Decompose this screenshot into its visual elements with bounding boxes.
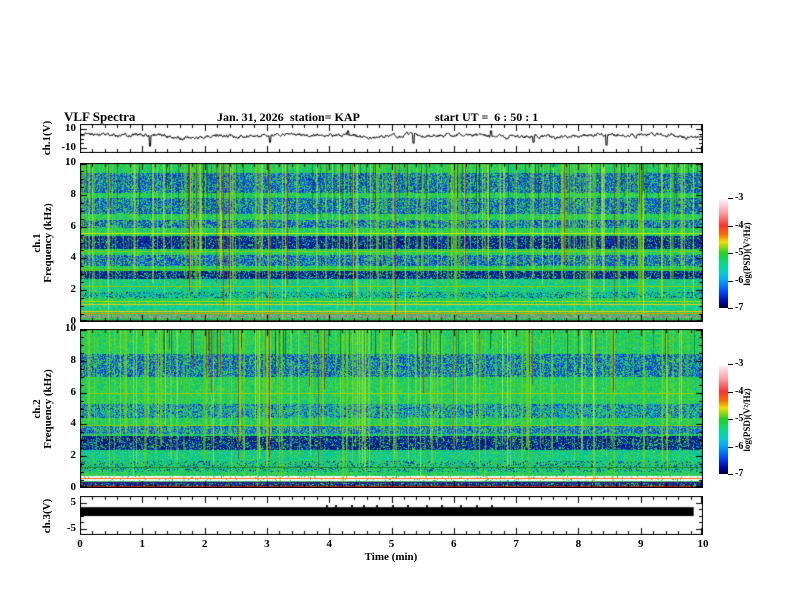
colorbar-tick-mark [728, 447, 733, 448]
time-axis-tick-label: 2 [201, 538, 208, 550]
y-axis-tick-label: 10 [65, 322, 76, 334]
ch3-waveform-panel [80, 496, 703, 535]
time-axis-tick-label: 7 [513, 538, 519, 550]
ch1-spectrogram-panel [80, 163, 703, 322]
colorbar-tick-label: -4 [735, 220, 744, 231]
colorbar-tick-label: -3 [735, 192, 744, 203]
y-axis-tick-label: 2 [70, 283, 77, 295]
time-axis-tick-label: 3 [264, 538, 270, 550]
y-axis-tick-label: 4 [70, 417, 77, 429]
ch2-spectrogram-canvas [80, 329, 703, 488]
time-axis-tick-label: 10 [697, 538, 709, 550]
colorbar-tick-label: -5 [735, 247, 744, 258]
colorbar-ch2 [719, 364, 728, 474]
colorbar-tick-label: -3 [735, 358, 744, 369]
y-axis-tick-label: 6 [70, 386, 77, 398]
y-axis-tick-label: 8 [70, 188, 77, 200]
colorbar-tick-mark [728, 364, 733, 365]
colorbar-tick-label: -6 [735, 275, 744, 286]
y-axis-tick-label: -5 [66, 522, 76, 534]
y-axis-tick-label: -10 [61, 141, 76, 153]
ch1-voltage-axis-label: ch.1(V) [41, 120, 53, 156]
y-axis-tick-label: 4 [70, 251, 77, 263]
time-axis-title: Time (min) [364, 551, 418, 563]
colorbar-tick-mark [728, 226, 733, 227]
colorbar-tick-mark [728, 419, 733, 420]
time-axis-tick-label: 8 [575, 538, 582, 550]
time-axis-tick-label: 1 [139, 538, 146, 550]
y-axis-tick-label: 10 [65, 122, 76, 134]
ch1-frequency-axis-label: ch.1 Frequency (kHz) [31, 203, 54, 283]
time-axis-tick-label: 4 [326, 538, 332, 550]
ch3-voltage-axis-label: ch.3(V) [41, 498, 53, 534]
colorbar-tick-mark [728, 308, 733, 309]
colorbar-tick-label: -7 [735, 302, 744, 313]
time-axis-tick-label: 0 [77, 538, 83, 550]
y-axis-tick-label: 0 [70, 481, 77, 493]
ch2-axis-label-line2: Frequency (kHz) [42, 369, 54, 449]
colorbar-tick-label: -5 [735, 413, 744, 424]
ch1-spectrogram-canvas [80, 163, 703, 322]
colorbar-tick-mark [728, 253, 733, 254]
colorbar-ch2-label: log(PSD)(V²/Hz) [742, 388, 752, 452]
y-axis-tick-label: 8 [70, 354, 77, 366]
ch2-frequency-axis-label: ch.2 Frequency (kHz) [31, 369, 54, 449]
colorbar-tick-mark [728, 392, 733, 393]
colorbar-tick-mark [728, 198, 733, 199]
ch2-spectrogram-panel [80, 329, 703, 488]
colorbar-ch1-label: log(PSD)(V²/Hz) [742, 222, 752, 286]
colorbar-tick-mark [728, 281, 733, 282]
y-axis-tick-label: 10 [65, 156, 76, 168]
colorbar-ch1 [719, 198, 728, 308]
ch1-axis-label-line2: Frequency (kHz) [42, 203, 54, 283]
y-axis-tick-label: 6 [70, 220, 77, 232]
colorbar-tick-label: -7 [735, 468, 744, 479]
y-axis-tick-label: 2 [70, 449, 77, 461]
colorbar-tick-mark [728, 474, 733, 475]
time-axis-tick-label: 9 [637, 538, 644, 550]
station-label: station= KAP [290, 110, 360, 124]
y-axis-tick-label: 5 [70, 496, 77, 508]
ch1-waveform-panel [80, 124, 703, 153]
y-axis-tick-label: 0 [70, 315, 77, 327]
colorbar-tick-label: -6 [735, 441, 744, 452]
ch3-waveform-canvas [80, 496, 703, 535]
plot-date: Jan. 31, 2026 [217, 110, 284, 124]
plot-title: VLF Spectra [64, 109, 136, 124]
ch1-waveform-canvas [80, 124, 703, 153]
start-ut-label: start UT = 6 : 50 : 1 [435, 110, 539, 124]
time-axis-tick-label: 6 [451, 538, 457, 550]
time-axis-tick-label: 5 [388, 538, 395, 550]
colorbar-tick-label: -4 [735, 386, 744, 397]
